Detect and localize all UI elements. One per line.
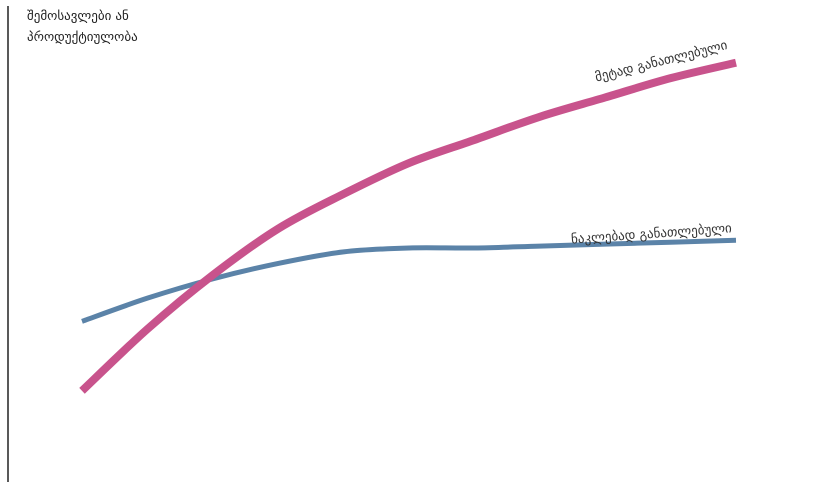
y-axis-title-line-1: შემოსავლები ან [27,9,129,24]
series-line-1 [81,237,737,324]
series-layer [79,58,737,394]
y-axis-title: შემოსავლები ან პროდუქტიულობა [27,6,138,48]
series-line-2 [79,58,737,394]
y-axis-title-line-2: პროდუქტიულობა [27,30,138,45]
